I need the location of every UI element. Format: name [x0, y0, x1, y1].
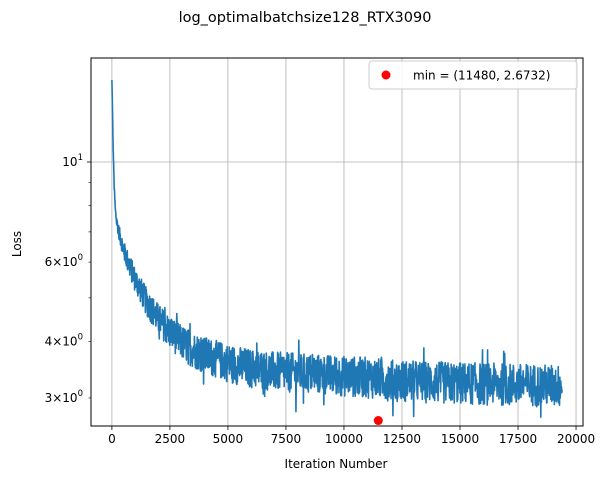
loss-series-line [111, 79, 563, 418]
x-tick-label: 20000 [557, 432, 595, 446]
x-axis-label: Iteration Number [285, 457, 388, 471]
y-tick-exponent: 0 [78, 389, 83, 399]
y-tick-coef: 3 [45, 391, 53, 405]
chart-title: log_optimalbatchsize128_RTX3090 [179, 10, 432, 26]
x-tick-label: 7500 [271, 432, 302, 446]
x-tick-label: 12500 [383, 432, 421, 446]
x-tick-label: 10000 [325, 432, 363, 446]
x-tick-label: 5000 [213, 432, 244, 446]
legend: min = (11480, 2.6732) [368, 60, 578, 90]
y-tick-times: × [52, 255, 62, 269]
series-layer [111, 79, 563, 418]
legend-label: min = (11480, 2.6732) [413, 69, 550, 83]
marker-layer [373, 416, 383, 426]
y-tick-base: 10 [62, 335, 77, 349]
y-tick-coef: 4 [45, 335, 53, 349]
y-tick-coef: 6 [45, 255, 53, 269]
y-tick-exponent: 1 [78, 153, 83, 163]
y-tick-label: 101 [62, 153, 83, 169]
y-minor-tick-label: 4×100 [45, 333, 83, 349]
x-axis: 0 2500 5000 7500 10000 12500 15000 17500 20000 [108, 426, 595, 446]
x-tick-label: 17500 [499, 432, 537, 446]
y-minor-tick-label: 3×100 [45, 389, 83, 405]
x-tick-label: 15000 [441, 432, 479, 446]
y-tick-base: 10 [62, 255, 77, 269]
legend-min-marker [381, 70, 391, 80]
min-point-marker [373, 416, 383, 426]
y-tick-base: 10 [62, 391, 77, 405]
y-tick-times: × [52, 391, 62, 405]
y-tick-base: 10 [62, 155, 77, 169]
grid-lines [91, 58, 583, 426]
y-axis-label: Loss [10, 231, 24, 257]
y-minor-tick-label: 6×100 [45, 253, 83, 269]
plot-frame [90, 57, 584, 427]
x-tick-label: 2500 [155, 432, 186, 446]
y-tick-exponent: 0 [78, 253, 83, 263]
legend-box [368, 60, 578, 90]
y-tick-exponent: 0 [78, 333, 83, 343]
x-tick-label: 0 [108, 432, 116, 446]
y-tick-times: × [52, 335, 62, 349]
